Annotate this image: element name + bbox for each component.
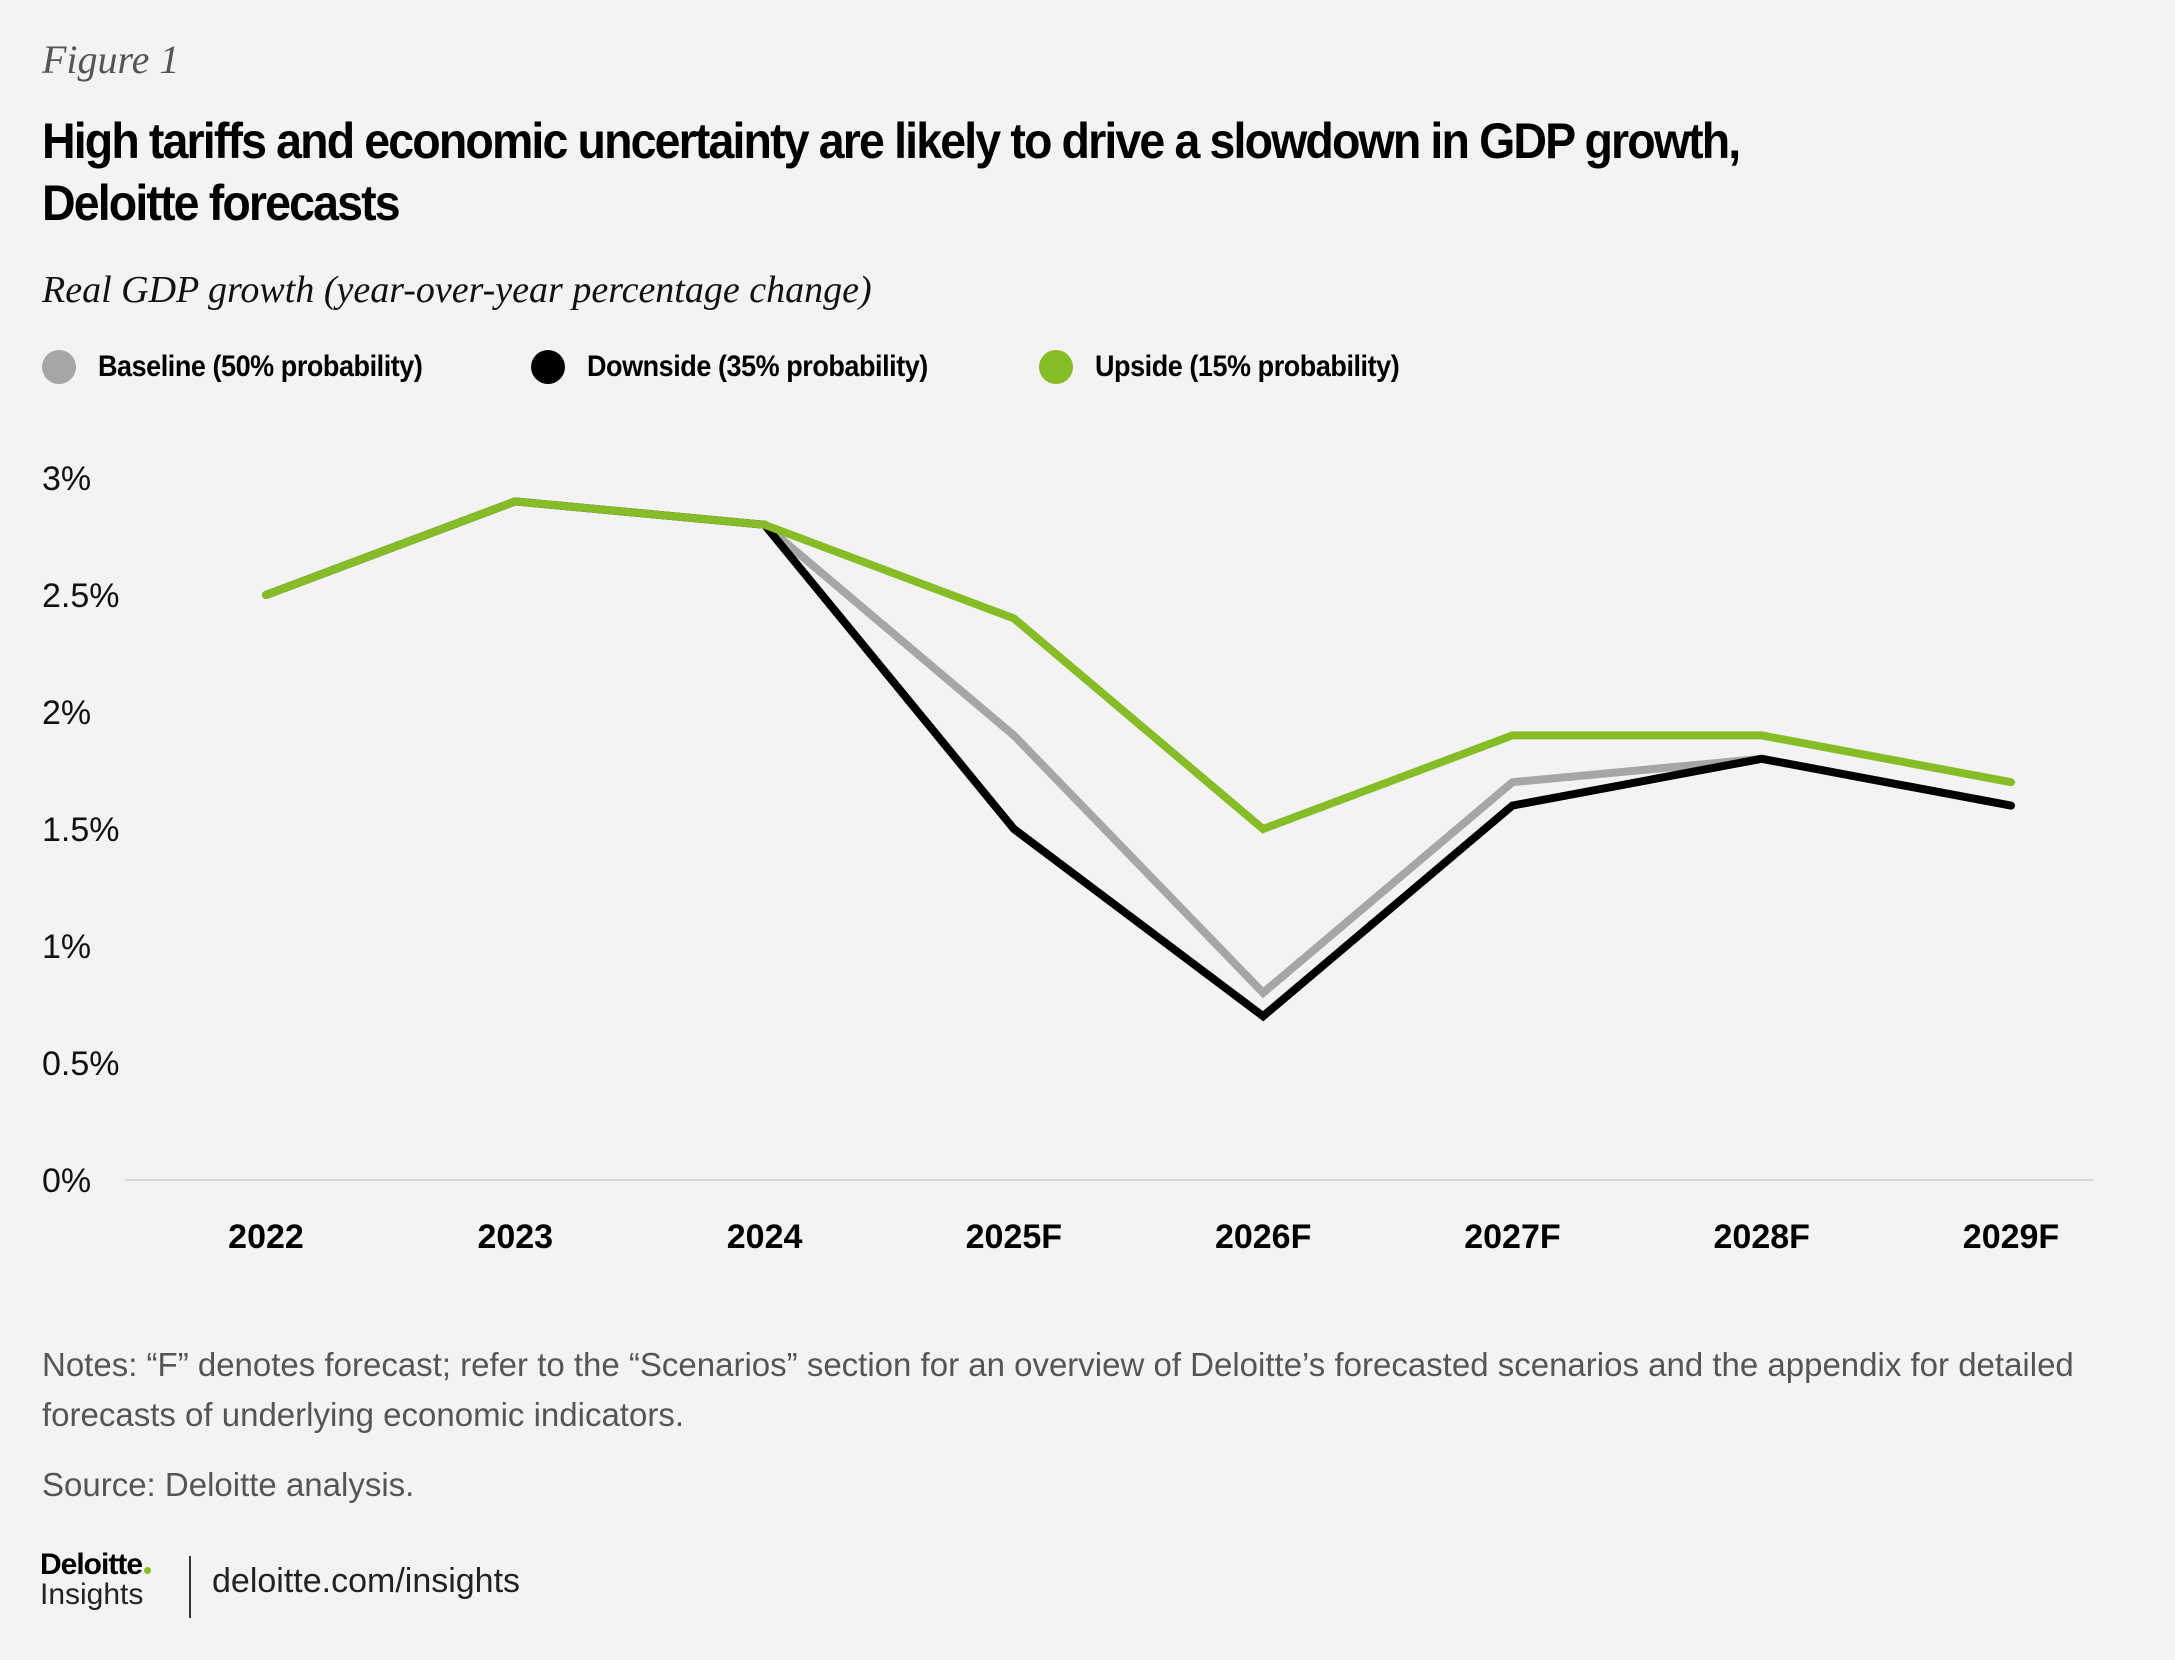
series-line-upside: [262, 497, 2015, 834]
footer-divider: [189, 1556, 191, 1618]
x-tick-label: 2028F: [1714, 1218, 1810, 1256]
x-tick-label: 2024: [727, 1218, 803, 1256]
logo-subtitle: Insights: [40, 1578, 144, 1611]
y-tick-label: 2.5%: [42, 577, 120, 615]
legend-label-baseline: Baseline (50% probability): [98, 350, 423, 383]
legend-dot-upside-icon: [1039, 350, 1073, 384]
chart-subtitle: Real GDP growth (year-over-year percenta…: [42, 269, 872, 311]
legend-item-baseline: Baseline (50% probability): [42, 347, 458, 387]
y-tick-label: 0%: [42, 1162, 91, 1200]
y-tick-label: 2%: [42, 694, 91, 732]
y-tick-label: 1.5%: [42, 811, 120, 849]
source-text: Source: Deloitte analysis.: [42, 1466, 415, 1503]
x-axis: 2022 2023 2024 2025F 2026F 2027F 2028F 2029F: [228, 1218, 2059, 1256]
x-tick-label: 2023: [477, 1218, 553, 1256]
figure-label: Figure 1: [42, 37, 180, 82]
series-line-downside: [262, 497, 2015, 1022]
line-chart: 0%0.5%1%1.5%2%2.5%3% 2022 2023 2024 2025F 20…: [42, 460, 2093, 1256]
legend-item-downside: Downside (35% probability): [531, 347, 966, 387]
y-tick-label: 3%: [42, 460, 91, 498]
notes-text: Notes: “F” denotes forecast; refer to th…: [42, 1346, 2074, 1433]
x-tick-label: 2022: [228, 1218, 304, 1256]
legend-item-upside: Upside (15% probability): [1039, 347, 1433, 387]
y-tick-label: 1%: [42, 928, 91, 966]
x-tick-label: 2026F: [1215, 1218, 1311, 1256]
logo-name: Deloitte: [40, 1548, 143, 1581]
legend-dot-baseline-icon: [42, 350, 76, 384]
legend-label-upside: Upside (15% probability): [1095, 350, 1400, 383]
y-axis: 0% 0.5% 1% 1.5% 2% 2.5% 3%: [42, 460, 120, 1200]
footer-url-link[interactable]: deloitte.com/insights: [212, 1562, 521, 1600]
x-tick-label: 2025F: [966, 1218, 1062, 1256]
series-layer: [262, 497, 2015, 1022]
legend-dot-downside-icon: [531, 350, 565, 384]
logo-dot-icon: [144, 1567, 152, 1574]
x-tick-label: 2027F: [1464, 1218, 1560, 1256]
y-tick-label: 0.5%: [42, 1045, 120, 1083]
x-tick-label: 2029F: [1963, 1218, 2059, 1256]
deloitte-logo: Deloitte: [40, 1548, 152, 1582]
chart-title: High tariffs and economic uncertainty ar…: [42, 113, 1741, 231]
legend-label-downside: Downside (35% probability): [587, 350, 928, 383]
